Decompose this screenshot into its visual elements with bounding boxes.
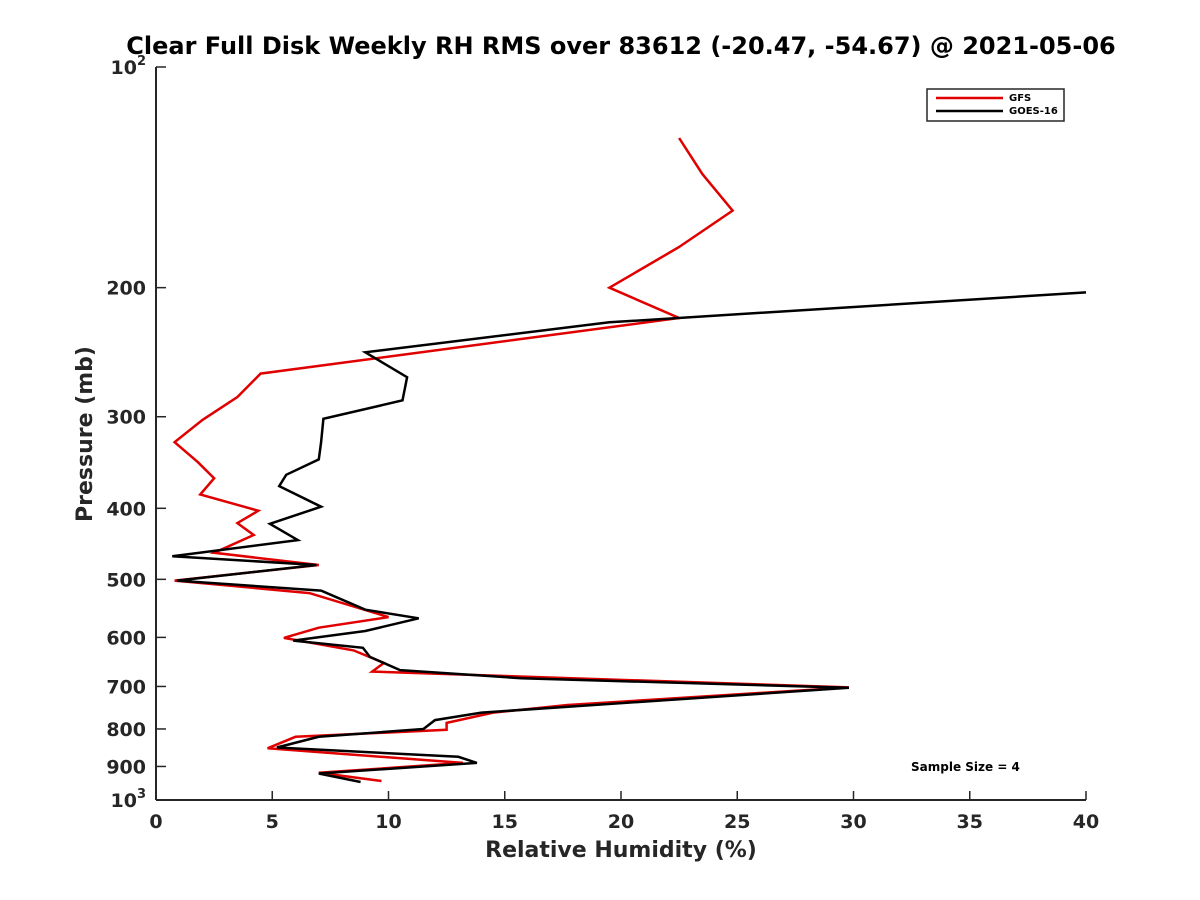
x-tick-label: 40 [1073, 811, 1099, 833]
legend-box [926, 88, 1065, 122]
x-axis-label: Relative Humidity (%) [485, 838, 757, 863]
y-tick-label: 102 [111, 54, 147, 79]
x-tick-label: 10 [375, 811, 401, 833]
y-tick-label: 700 [106, 676, 146, 698]
legend-label-gfs: GFS [1009, 93, 1031, 104]
y-tick-label: 600 [106, 627, 146, 649]
y-tick-label: 500 [106, 569, 146, 591]
x-tick-label: 15 [492, 811, 518, 833]
y-tick-label: 800 [106, 719, 146, 741]
chart-title: Clear Full Disk Weekly RH RMS over 83612… [126, 32, 1115, 60]
x-tick-label: 20 [608, 811, 634, 833]
sample-size-annotation: Sample Size = 4 [911, 760, 1020, 774]
y-tick-label: 900 [106, 756, 146, 778]
x-ticks: 0 5 10 15 20 25 30 35 40 [149, 791, 1099, 833]
y-tick-label: 300 [106, 407, 146, 429]
y-axis-label: Pressure (mb) [73, 346, 98, 522]
x-tick-label: 5 [266, 811, 279, 833]
y-tick-label: 400 [106, 498, 146, 520]
y-tick-label: 200 [106, 278, 146, 300]
x-tick-label: 30 [840, 811, 866, 833]
y-ticks: 102 200 300 400 500 600 700 800 900 103 [106, 54, 166, 812]
legend: GFS GOES-16 [926, 88, 1065, 122]
x-tick-label: 35 [957, 811, 983, 833]
y-tick-label: 103 [111, 787, 147, 812]
x-tick-label: 25 [724, 811, 750, 833]
series-layer [172, 137, 1087, 784]
series-line-goes16 [172, 291, 1087, 784]
x-tick-label: 0 [149, 811, 162, 833]
legend-label-goes16: GOES-16 [1009, 106, 1058, 117]
